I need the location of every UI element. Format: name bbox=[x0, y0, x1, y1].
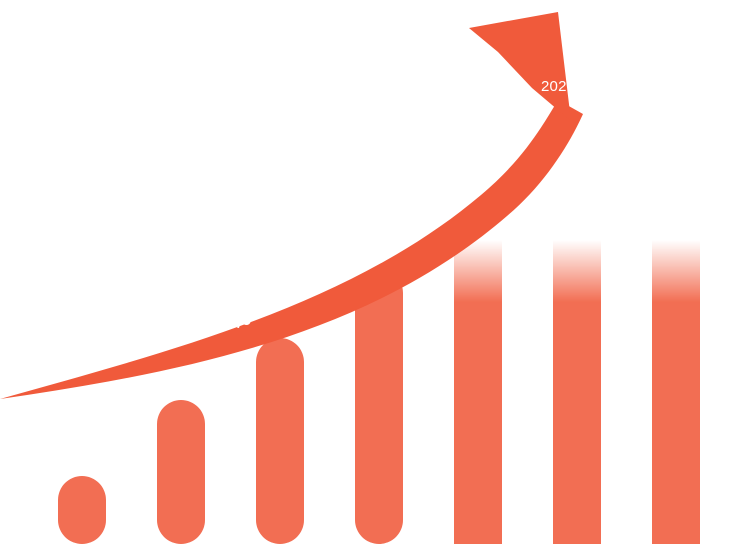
bars-group bbox=[58, 240, 700, 544]
growth-arrow-head bbox=[469, 12, 571, 121]
bar-6 bbox=[553, 240, 601, 544]
bar-7 bbox=[652, 240, 700, 544]
bar-1 bbox=[58, 476, 106, 544]
bar-2 bbox=[157, 400, 205, 544]
bar-4 bbox=[355, 269, 403, 544]
bar-3 bbox=[256, 338, 304, 544]
bar-5 bbox=[454, 240, 502, 544]
